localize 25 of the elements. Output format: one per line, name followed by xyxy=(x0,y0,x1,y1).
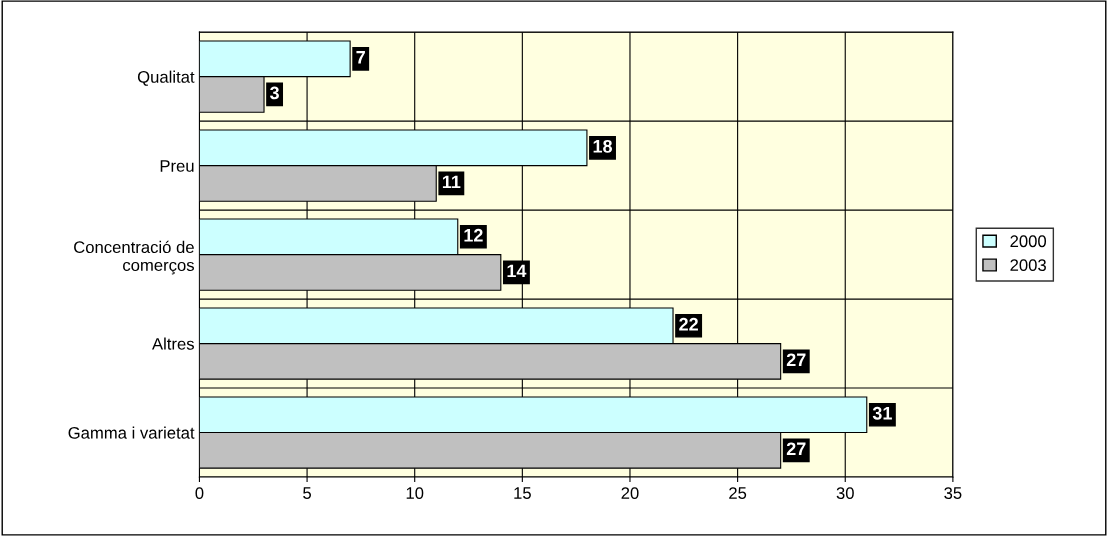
data-label: 11 xyxy=(442,175,461,189)
data-label: 3 xyxy=(269,86,279,100)
data-label: 18 xyxy=(593,139,613,153)
data-label: 27 xyxy=(786,442,806,456)
x-tick-label: 5 xyxy=(303,487,312,499)
data-label: 14 xyxy=(507,264,527,278)
x-tick-label: 20 xyxy=(621,487,639,499)
data-label: 31 xyxy=(872,406,892,420)
data-label: 27 xyxy=(786,353,806,367)
y-tick-label: Qualitat xyxy=(137,70,195,86)
y-tick-label: Concentració de comerços xyxy=(74,240,194,275)
x-tick-label: 35 xyxy=(944,487,962,499)
x-tick-label: 30 xyxy=(836,487,854,499)
data-label: 12 xyxy=(464,228,483,242)
y-tick-label: Altres xyxy=(152,337,194,350)
y-tick-label: Preu xyxy=(160,160,194,172)
y-tick-label: Gamma i varietat xyxy=(68,426,195,439)
x-tick-label: 10 xyxy=(406,487,424,499)
x-tick-label: 15 xyxy=(514,487,531,499)
data-label: 22 xyxy=(679,317,698,331)
x-tick-label: 0 xyxy=(195,487,204,499)
data-label: 7 xyxy=(356,51,365,64)
legend-label: 2003 xyxy=(1010,259,1046,272)
x-tick-label: 25 xyxy=(729,487,747,499)
legend-label: 2000 xyxy=(1010,235,1047,248)
